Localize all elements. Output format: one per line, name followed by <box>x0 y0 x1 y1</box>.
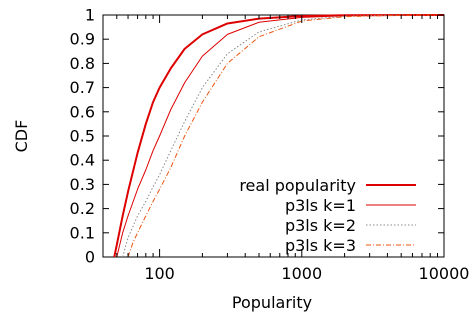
y-tick-label: 0.6 <box>70 102 95 121</box>
x-tick-label: 100 <box>144 264 175 283</box>
y-tick-label: 0.8 <box>70 54 95 73</box>
y-tick-label: 0.9 <box>70 30 95 49</box>
y-tick-label: 0.4 <box>70 151 95 170</box>
x-tick-label: 1000 <box>281 264 322 283</box>
legend-label: real popularity <box>239 176 356 195</box>
y-tick-label: 1 <box>85 6 95 25</box>
plot-frame <box>102 14 445 258</box>
series-line-2 <box>116 14 444 258</box>
y-tick-label: 0.2 <box>70 199 95 218</box>
y-tick-label: 0.7 <box>70 78 95 97</box>
legend-label: p3ls k=2 <box>285 216 356 235</box>
x-axis-label: Popularity <box>232 293 312 312</box>
legend-label: p3ls k=3 <box>285 236 356 255</box>
series-layer <box>113 14 445 258</box>
y-tick-label: 0.3 <box>70 175 95 194</box>
y-tick-label: 0.5 <box>70 127 95 146</box>
x-tick-label: 10000 <box>419 264 470 283</box>
legend-label: p3ls k=1 <box>285 196 356 215</box>
series-line-3 <box>122 14 444 258</box>
y-tick-label: 0.1 <box>70 223 95 242</box>
y-axis-label: CDF <box>12 120 31 153</box>
series-line-1 <box>113 14 444 258</box>
y-tick-label: 0 <box>85 248 95 267</box>
ticks-layer: 0 0.1 0.2 0.3 0.4 0.5 0.6 0.7 0.8 0.9 1 100 1000 1000… <box>70 6 470 284</box>
series-line-4 <box>127 14 445 258</box>
